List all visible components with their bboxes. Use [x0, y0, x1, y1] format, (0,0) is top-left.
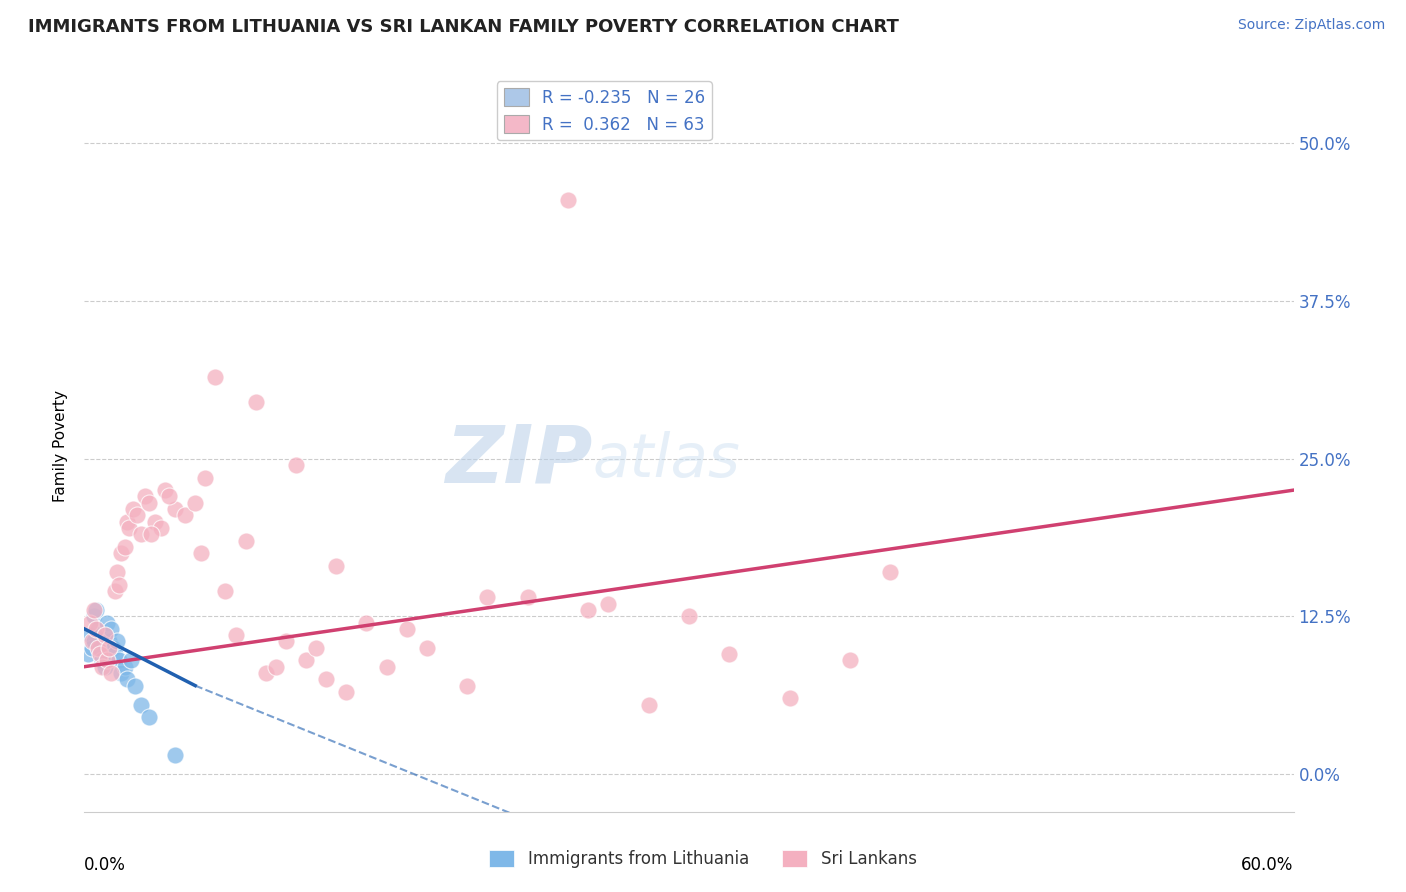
Point — [335, 685, 357, 699]
Point — [174, 508, 197, 523]
Point — [82, 640, 104, 655]
Point — [129, 527, 152, 541]
Point — [516, 591, 538, 605]
Point — [101, 640, 124, 655]
Point — [157, 490, 180, 504]
Point — [456, 679, 478, 693]
Point — [93, 628, 115, 642]
Point — [557, 193, 579, 207]
Point — [115, 515, 138, 529]
Point — [153, 483, 176, 497]
Point — [325, 558, 347, 573]
Point — [718, 647, 741, 661]
Point — [110, 546, 132, 560]
Point — [143, 515, 166, 529]
Point — [87, 622, 110, 636]
Point — [235, 533, 257, 548]
Point — [204, 369, 226, 384]
Point — [139, 527, 162, 541]
Point — [100, 665, 122, 680]
Text: 60.0%: 60.0% — [1241, 855, 1294, 873]
Point — [779, 691, 801, 706]
Point — [96, 653, 118, 667]
Point — [678, 609, 700, 624]
Point — [274, 634, 297, 648]
Point — [79, 615, 101, 630]
Point — [100, 622, 122, 636]
Point — [356, 615, 378, 630]
Point — [477, 591, 499, 605]
Point — [83, 609, 105, 624]
Point — [134, 490, 156, 504]
Point — [124, 679, 146, 693]
Point — [105, 634, 128, 648]
Point — [120, 653, 142, 667]
Point — [104, 584, 127, 599]
Point — [97, 634, 120, 648]
Point — [879, 565, 901, 579]
Point — [110, 665, 132, 680]
Point — [165, 747, 187, 762]
Point — [83, 603, 105, 617]
Point — [416, 640, 439, 655]
Point — [375, 659, 398, 673]
Point — [107, 578, 129, 592]
Point — [125, 508, 148, 523]
Point — [285, 458, 308, 472]
Point — [395, 622, 418, 636]
Point — [839, 653, 862, 667]
Point — [138, 710, 160, 724]
Point — [225, 628, 247, 642]
Point — [114, 659, 136, 673]
Text: 0.0%: 0.0% — [84, 855, 127, 873]
Point — [138, 496, 160, 510]
Point — [264, 659, 287, 673]
Point — [190, 546, 212, 560]
Point — [184, 496, 207, 510]
Point — [93, 628, 115, 642]
Point — [87, 640, 110, 655]
Point — [114, 540, 136, 554]
Point — [637, 698, 659, 712]
Point — [115, 673, 138, 687]
Point — [315, 673, 337, 687]
Point — [214, 584, 236, 599]
Point — [121, 502, 143, 516]
Point — [89, 647, 111, 661]
Point — [82, 634, 104, 648]
Legend: Immigrants from Lithuania, Sri Lankans: Immigrants from Lithuania, Sri Lankans — [482, 843, 924, 875]
Point — [86, 622, 108, 636]
Point — [149, 521, 172, 535]
Point — [97, 640, 120, 655]
Point — [194, 470, 217, 484]
Text: IMMIGRANTS FROM LITHUANIA VS SRI LANKAN FAMILY POVERTY CORRELATION CHART: IMMIGRANTS FROM LITHUANIA VS SRI LANKAN … — [28, 18, 898, 36]
Point — [104, 647, 127, 661]
Text: Source: ZipAtlas.com: Source: ZipAtlas.com — [1237, 18, 1385, 32]
Point — [598, 597, 620, 611]
Point — [89, 640, 111, 655]
Point — [129, 698, 152, 712]
Point — [79, 628, 101, 642]
Point — [254, 665, 277, 680]
Point — [576, 603, 599, 617]
Point — [165, 502, 187, 516]
Point — [96, 615, 118, 630]
Point — [245, 395, 267, 409]
Text: atlas: atlas — [592, 431, 740, 490]
Y-axis label: Family Poverty: Family Poverty — [53, 390, 69, 502]
Point — [91, 659, 114, 673]
Point — [105, 565, 128, 579]
Text: ZIP: ZIP — [444, 422, 592, 500]
Point — [107, 653, 129, 667]
Point — [91, 653, 114, 667]
Point — [86, 603, 108, 617]
Point — [93, 659, 115, 673]
Point — [118, 521, 141, 535]
Point — [77, 647, 100, 661]
Point — [83, 634, 105, 648]
Point — [295, 653, 318, 667]
Point — [305, 640, 328, 655]
Legend: R = -0.235   N = 26, R =  0.362   N = 63: R = -0.235 N = 26, R = 0.362 N = 63 — [496, 81, 711, 140]
